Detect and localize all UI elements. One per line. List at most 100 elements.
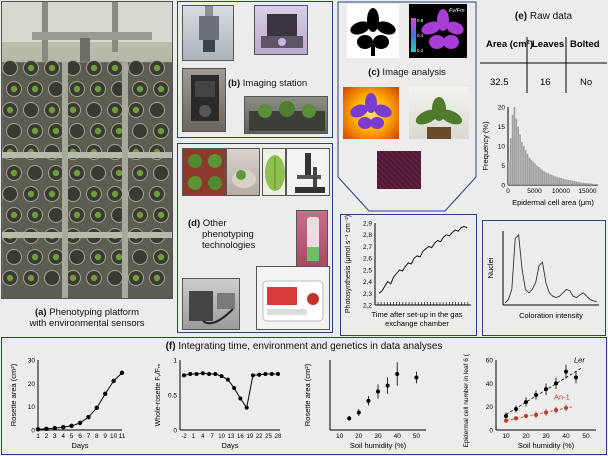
y-axis-label: Frequency (%) bbox=[481, 121, 490, 171]
histogram-bar bbox=[581, 182, 583, 185]
data-point bbox=[35, 427, 41, 432]
histogram-bar bbox=[556, 177, 559, 185]
histogram-bar bbox=[513, 107, 516, 185]
pot bbox=[2, 60, 18, 76]
plant bbox=[27, 64, 35, 72]
y-tick-label: 2,9 bbox=[363, 221, 372, 228]
histogram-bar bbox=[590, 183, 593, 185]
y-tick-label: 15 bbox=[498, 124, 506, 131]
plant bbox=[111, 106, 119, 114]
y-tick-label: 20 bbox=[498, 105, 506, 112]
data-point bbox=[356, 410, 361, 415]
data-point bbox=[207, 372, 212, 376]
rosettes-photo bbox=[182, 148, 226, 196]
x-axis-label: Days bbox=[71, 441, 88, 450]
sample-tube-photo bbox=[296, 210, 328, 270]
y-tick-label: 10 bbox=[28, 404, 36, 411]
x-tick-label: 50 bbox=[582, 433, 590, 440]
leaf-sampling-photo bbox=[226, 148, 260, 196]
plant bbox=[157, 85, 165, 93]
plant bbox=[90, 190, 98, 198]
data-point bbox=[219, 374, 224, 379]
y-tick-label: 0 bbox=[489, 428, 493, 435]
photosynthesis-chart: 2,2 2,3 2,4 2,5 2,6 2,7 2,8 2,9 Time after set-u… bbox=[345, 215, 471, 328]
x-tick-label: 40 bbox=[394, 433, 402, 440]
plant bbox=[157, 253, 165, 261]
plant bbox=[136, 169, 144, 177]
histogram-bar bbox=[538, 167, 540, 185]
plant bbox=[69, 106, 77, 114]
panel-a-caption-line1: Phenotyping platform bbox=[46, 307, 140, 318]
histogram-bar bbox=[549, 174, 551, 185]
photosynthesis-chart-panel: 2,2 2,3 2,4 2,5 2,6 2,7 2,8 2,9 Time after set-u… bbox=[340, 214, 477, 336]
histogram-bar bbox=[517, 126, 519, 185]
x-tick-label: 28 bbox=[275, 434, 282, 440]
x-tick-label: 15000 bbox=[578, 188, 596, 195]
rosette-area-humidity-chart: 10 20 30 40 50 Soil humidity (%) Rosette area … bbox=[303, 360, 426, 450]
data-point bbox=[554, 381, 558, 386]
histogram-bar bbox=[575, 181, 578, 185]
histogram-bar bbox=[553, 175, 555, 185]
plant bbox=[115, 253, 123, 261]
x-tick-label: -2 bbox=[181, 434, 187, 440]
data-point bbox=[395, 372, 400, 376]
y-tick-label: 0.5 bbox=[168, 393, 177, 400]
x-axis-label: Soil humidity (%) bbox=[518, 441, 575, 450]
y-axis-label: Nuclei bbox=[486, 257, 495, 278]
plant bbox=[31, 253, 39, 261]
plant bbox=[10, 211, 18, 219]
pot bbox=[69, 123, 85, 139]
photosynthesis-line bbox=[378, 226, 468, 294]
panel-e-caption-text: Raw data bbox=[527, 11, 573, 22]
data-point bbox=[225, 377, 230, 382]
y-tick-label: 30 bbox=[28, 358, 36, 365]
plant bbox=[73, 169, 81, 177]
pot bbox=[23, 102, 39, 118]
histogram-bar bbox=[519, 134, 521, 185]
panel-c-caption: (c) Image analysis bbox=[337, 67, 477, 78]
histogram-bar bbox=[528, 157, 531, 185]
data-point bbox=[111, 378, 116, 384]
plant bbox=[157, 211, 165, 219]
histogram-bar bbox=[571, 180, 574, 185]
x-axis-label: Coloration intensity bbox=[519, 311, 583, 320]
plant bbox=[73, 85, 81, 93]
panel-a-letter: (a) bbox=[34, 307, 47, 318]
figure-top-section: (a) Phenotyping platform with environmen… bbox=[1, 1, 607, 336]
pot bbox=[44, 270, 60, 286]
data-point bbox=[524, 400, 528, 404]
panel-d-caption-line3: technologies bbox=[202, 240, 256, 251]
y-tick-label: 20 bbox=[486, 404, 494, 411]
fv-fm-scale-high: 0.8 bbox=[417, 18, 424, 23]
x-tick-label: 1 bbox=[36, 433, 40, 440]
histogram-bar bbox=[543, 171, 546, 185]
histogram-bar bbox=[569, 180, 572, 185]
y-tick-label: 0 bbox=[501, 183, 505, 190]
histogram-bar bbox=[558, 177, 561, 185]
x-tick-label: 50 bbox=[413, 433, 421, 440]
plant bbox=[132, 274, 140, 282]
data-point bbox=[366, 398, 371, 403]
x-tick-label: 7 bbox=[87, 433, 91, 440]
data-point bbox=[200, 371, 205, 376]
plant bbox=[136, 85, 144, 93]
histogram-bar bbox=[508, 161, 510, 185]
x-tick-label: 13 bbox=[228, 434, 235, 440]
data-point bbox=[69, 423, 74, 428]
data-point bbox=[514, 407, 518, 411]
plant bbox=[73, 211, 81, 219]
histogram-bar bbox=[547, 173, 549, 185]
y-axis-label: Photosynthesis (μmol s⁻¹ cm⁻²) bbox=[345, 215, 352, 313]
x-axis-label: Epidermal cell area (μm) bbox=[512, 198, 594, 207]
data-point bbox=[263, 372, 268, 376]
analyzer-device-photo bbox=[256, 266, 330, 330]
x-tick-label: 20 bbox=[522, 433, 530, 440]
y-tick-label: 40 bbox=[486, 381, 494, 388]
y-tick-label: 2,7 bbox=[363, 244, 372, 251]
panel-f-caption-text: Integrating time, environment and geneti… bbox=[175, 341, 443, 352]
histogram-bar bbox=[536, 165, 538, 185]
plant bbox=[48, 190, 56, 198]
x-tick-label: 10 bbox=[502, 433, 510, 440]
data-point bbox=[213, 372, 218, 376]
x-tick-label: 2 bbox=[45, 433, 49, 440]
